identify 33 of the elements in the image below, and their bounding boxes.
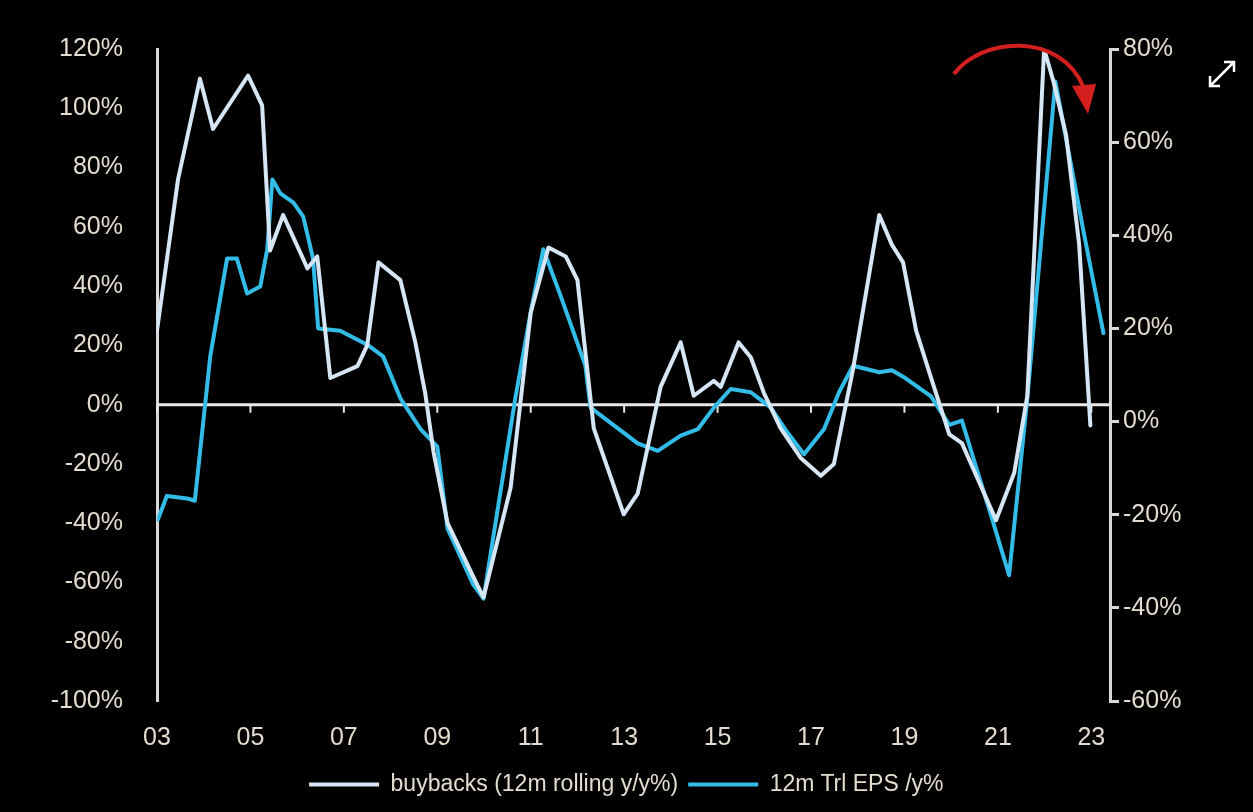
y2-tick-label: 40% [1123, 219, 1174, 248]
x-tick-label: 09 [423, 721, 452, 750]
y2-tick-label: 60% [1123, 126, 1174, 155]
x-tick-label: 19 [890, 721, 919, 750]
x-tick-label: 03 [143, 721, 171, 750]
y2-tick-label: 0% [1123, 405, 1160, 434]
legend-label: buybacks (12m rolling y/y%) [390, 769, 679, 796]
y-tick-label: 40% [72, 269, 123, 298]
y-tick-label: -60% [64, 566, 123, 595]
y-tick-label: 120% [59, 32, 123, 61]
y2-tick-label: -40% [1123, 591, 1182, 620]
y-tick-label: -80% [64, 625, 123, 654]
y-tick-label: 20% [72, 329, 123, 358]
y-tick-label: -20% [64, 447, 123, 476]
x-tick-label: 21 [983, 721, 1012, 750]
x-tick-label: 11 [517, 721, 544, 750]
x-tick-label: 17 [797, 721, 825, 750]
x-tick-label: 13 [610, 721, 639, 750]
y-tick-label: -100% [50, 684, 123, 713]
y-tick-label: 80% [72, 151, 123, 180]
x-tick-label: 23 [1077, 721, 1106, 750]
y-tick-label: 0% [86, 388, 123, 417]
y-tick-label: 100% [59, 92, 123, 121]
y2-tick-label: -60% [1123, 684, 1182, 713]
x-tick-label: 05 [236, 721, 265, 750]
x-tick-label: 15 [703, 721, 732, 750]
y-tick-label: 60% [72, 210, 123, 239]
y2-tick-label: 20% [1123, 312, 1174, 341]
y2-tick-label: -20% [1123, 498, 1182, 527]
y-tick-label: -40% [64, 507, 123, 536]
legend-label: 12m Trl EPS /y% [769, 769, 944, 796]
x-tick-label: 07 [329, 721, 358, 750]
y2-tick-label: 80% [1123, 32, 1174, 61]
